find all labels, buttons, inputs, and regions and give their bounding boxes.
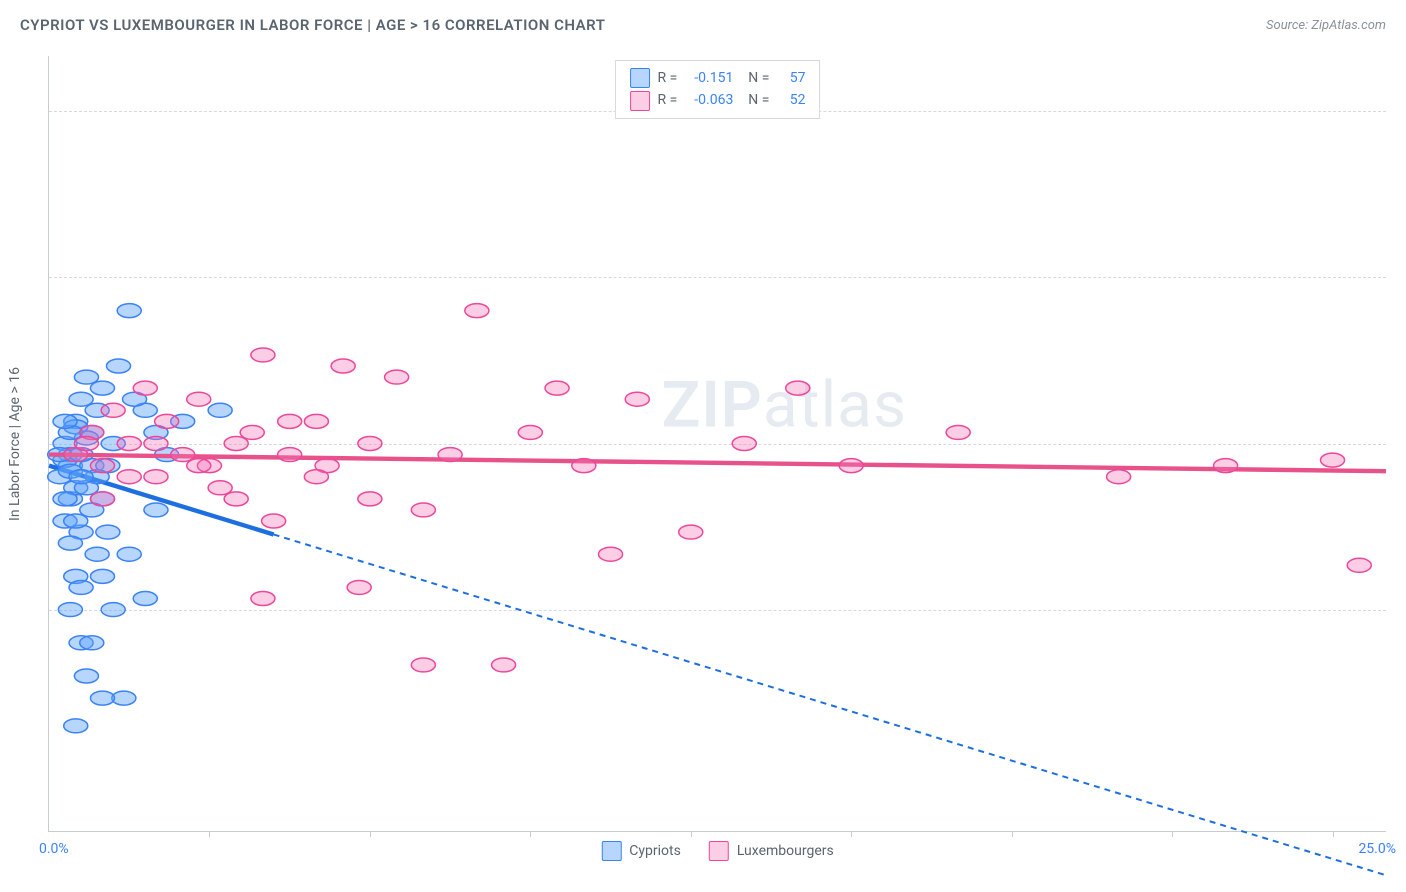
y-axis-title: In Labor Force | Age > 16	[7, 367, 23, 521]
legend-swatch-luxembourgers	[709, 841, 729, 861]
y-tick-label: 55.0%	[1396, 602, 1406, 618]
legend-n-value-cypriots: 57	[777, 67, 805, 89]
legend-r-value-luxembourgers: -0.063	[685, 89, 733, 111]
y-tick-label: 100.0%	[1396, 103, 1406, 119]
legend-swatch-luxembourgers	[630, 91, 650, 111]
series-legend-cypriots: Cypriots	[601, 841, 681, 861]
chart-source: Source: ZipAtlas.com	[1266, 18, 1386, 33]
legend-swatch-cypriots	[601, 841, 621, 861]
chart-header: CYPRIOT VS LUXEMBOURGER IN LABOR FORCE |…	[0, 0, 1406, 42]
x-axis-min-label: 0.0%	[39, 841, 69, 857]
legend-r-value-cypriots: -0.151	[685, 67, 733, 89]
series-legend-luxembourgers: Luxembourgers	[709, 841, 834, 861]
chart-title: CYPRIOT VS LUXEMBOURGER IN LABOR FORCE |…	[20, 16, 605, 34]
legend-n-label: N =	[741, 67, 769, 89]
legend-n-value-luxembourgers: 52	[777, 89, 805, 111]
scatter-plot	[49, 56, 1386, 831]
legend-row-luxembourgers: R = -0.063 N = 52	[630, 89, 806, 111]
legend-r-label: R =	[658, 67, 678, 89]
legend-n-label: N =	[741, 89, 769, 111]
series-legend: Cypriots Luxembourgers	[601, 841, 833, 861]
correlation-legend: R = -0.151 N = 57 R = -0.063 N = 52	[615, 60, 821, 119]
chart-plot-area: In Labor Force | Age > 16 100.0%85.0%70.…	[48, 56, 1386, 832]
legend-row-cypriots: R = -0.151 N = 57	[630, 67, 806, 89]
series-label-cypriots: Cypriots	[629, 843, 681, 859]
legend-r-label: R =	[658, 89, 678, 111]
x-axis-max-label: 25.0%	[1358, 841, 1396, 857]
y-tick-label: 85.0%	[1396, 269, 1406, 285]
y-tick-label: 70.0%	[1396, 436, 1406, 452]
legend-swatch-cypriots	[630, 68, 650, 88]
series-label-luxembourgers: Luxembourgers	[737, 843, 834, 859]
